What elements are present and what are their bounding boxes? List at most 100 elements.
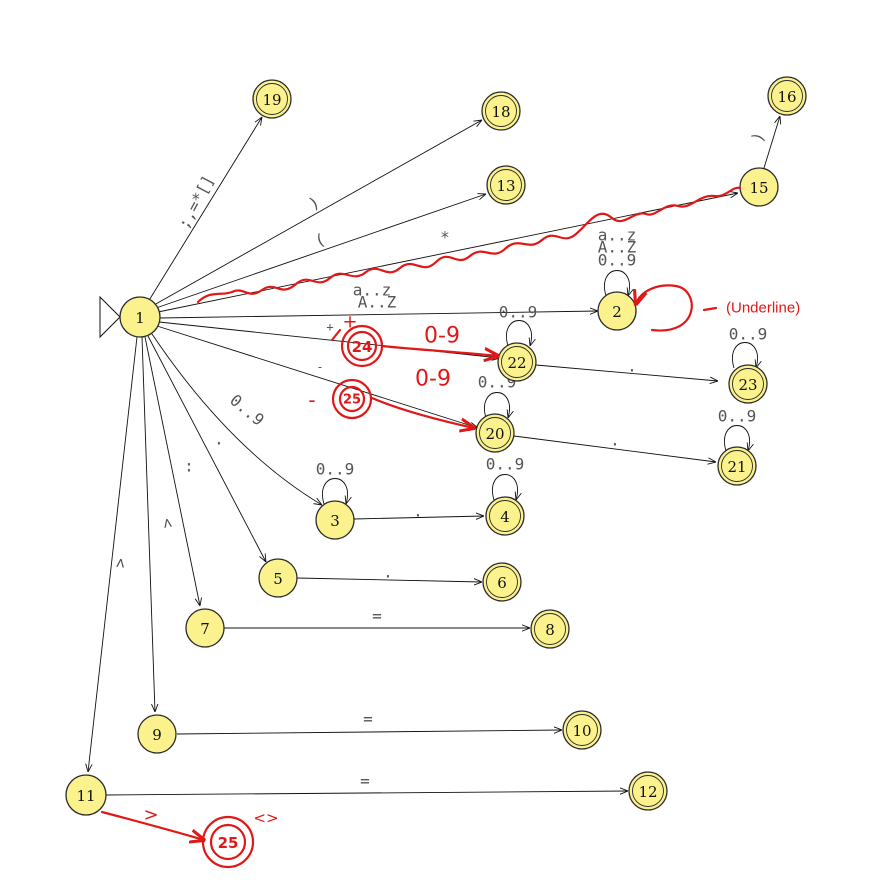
state-12-label: 12 [638, 783, 657, 801]
range-20: 0-9 [415, 367, 451, 392]
state-16: 16 [767, 76, 807, 116]
arrow-25-20 [370, 396, 474, 428]
loop-label-23: 0..9 [729, 325, 768, 344]
edge-1-18 [153, 120, 482, 306]
state-18: 18 [481, 91, 521, 131]
state-4-label: 4 [500, 508, 510, 526]
state-10-label: 10 [572, 722, 591, 740]
label-to2-a: a..z [353, 281, 392, 300]
state-24-inner [346, 330, 378, 362]
state-12: 12 [628, 771, 668, 811]
state-7: 7 [185, 608, 225, 648]
state-5-label: 5 [273, 570, 283, 588]
state-8-label: 8 [545, 621, 555, 639]
state-2-label: 2 [612, 303, 622, 321]
edge-22-23 [535, 364, 718, 381]
start-marker [99, 295, 121, 339]
state-6-label: 6 [497, 574, 507, 592]
range-22: 0-9 [424, 324, 460, 349]
state-25a-outer [331, 378, 373, 420]
minus-sign: - [308, 388, 315, 412]
note-dash [702, 306, 718, 312]
state-11: 11 [65, 774, 107, 816]
state-3: 3 [315, 500, 355, 540]
plus-tick [330, 328, 342, 342]
state-24-label: 24 [352, 338, 373, 356]
state-25a-inner [338, 385, 366, 413]
underline-note: (Underline) [726, 300, 800, 317]
state-1-label: 1 [135, 309, 145, 327]
loop-3 [322, 478, 347, 505]
state-20-label: 20 [485, 425, 504, 443]
loop-2 [604, 270, 629, 297]
state-7-label: 7 [200, 620, 210, 638]
label-to13: ( [312, 229, 328, 250]
loop-label-22: 0..9 [499, 303, 538, 322]
state-22: 22 [497, 342, 537, 382]
loop-23 [732, 342, 757, 369]
loop-label-4: 0..9 [486, 455, 525, 474]
state-11-label: 11 [76, 787, 95, 805]
state-2: 2 [597, 291, 637, 331]
state-19-label: 19 [262, 91, 281, 109]
label-e20-21: . [610, 431, 620, 450]
edge-1-9 [141, 336, 155, 712]
edges [88, 116, 780, 796]
state-15: 15 [739, 167, 779, 207]
label-e7-8: = [372, 607, 382, 626]
label-e11-12: = [360, 772, 370, 791]
gt-sign: > [143, 805, 158, 826]
label-to11: > [110, 557, 130, 569]
state-5: 5 [258, 558, 298, 598]
edge-1-19 [147, 117, 262, 303]
state-9-label: 9 [152, 726, 162, 744]
label-to5: . [214, 430, 224, 449]
label-to18: ) [305, 192, 323, 213]
state-25a-label: 25 [343, 393, 361, 408]
state-21: 21 [717, 446, 757, 486]
state-2-loop-stroke [636, 284, 693, 332]
state-4: 4 [485, 496, 525, 536]
state-16-label: 16 [777, 88, 796, 106]
plus-sign: + [342, 312, 357, 333]
handwritten-annotations: (Underline) 24 + 0-9 25 - 0-9 > 25 <> [100, 186, 800, 869]
state-19: 19 [252, 79, 292, 119]
arrow-24-22 [380, 344, 498, 356]
edge-15-16 [763, 116, 780, 169]
label-to22: + [326, 320, 333, 334]
loop-label-2-b: A..Z [598, 238, 637, 257]
loop-21 [724, 425, 749, 452]
edge-1-11 [88, 336, 138, 772]
edge-3-4 [353, 516, 484, 519]
states: 1 2 3 4 5 6 7 8 9 10 11 12 13 15 16 18 1… [65, 76, 807, 816]
arrow-11-25 [100, 810, 204, 840]
state-3-label: 3 [330, 512, 340, 530]
loop-22 [506, 320, 531, 347]
loop-4 [492, 474, 517, 501]
label-e5-6: . [383, 563, 393, 582]
loop-label-2-a: a..z [598, 226, 637, 245]
edge-1-2 [159, 311, 598, 319]
edge-1-15 [157, 193, 738, 313]
label-to9: < [158, 517, 178, 530]
state-9: 9 [137, 714, 177, 754]
state-21-label: 21 [727, 458, 746, 476]
state-22-label: 22 [507, 354, 526, 372]
label-to2-b: A..Z [358, 293, 397, 312]
state-8: 8 [530, 609, 570, 649]
label-to20: - [316, 360, 323, 374]
edge-5-6 [296, 577, 482, 582]
edge-1-13 [155, 194, 486, 309]
edge-1-7 [144, 336, 200, 606]
edge-9-10 [176, 730, 562, 735]
state-25b-inner [209, 823, 247, 861]
edge-1-3 [151, 333, 322, 505]
label-e22-23: . [627, 357, 637, 376]
state-25b-label: 25 [218, 834, 239, 852]
loop-label-3: 0..9 [316, 460, 355, 479]
label-to19: ;,=*[] [174, 172, 218, 232]
label-e9-10: = [363, 710, 373, 729]
state-23: 23 [728, 364, 768, 404]
loop-label-2-c: 0..9 [598, 251, 637, 270]
